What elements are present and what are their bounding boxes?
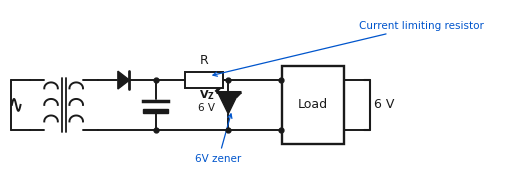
Text: Current limiting resistor: Current limiting resistor [213, 21, 484, 76]
Polygon shape [118, 71, 130, 89]
Text: 6V zener: 6V zener [196, 114, 242, 164]
Polygon shape [218, 92, 239, 114]
Text: Load: Load [298, 98, 328, 111]
Bar [185, 72, 223, 88]
Text: 6 V: 6 V [199, 103, 216, 113]
Bar [282, 66, 345, 144]
Text: 6 V: 6 V [374, 98, 395, 111]
Text: R: R [200, 54, 208, 67]
Text: $\mathbf{V_Z}$: $\mathbf{V_Z}$ [199, 88, 215, 102]
Polygon shape [143, 109, 168, 113]
